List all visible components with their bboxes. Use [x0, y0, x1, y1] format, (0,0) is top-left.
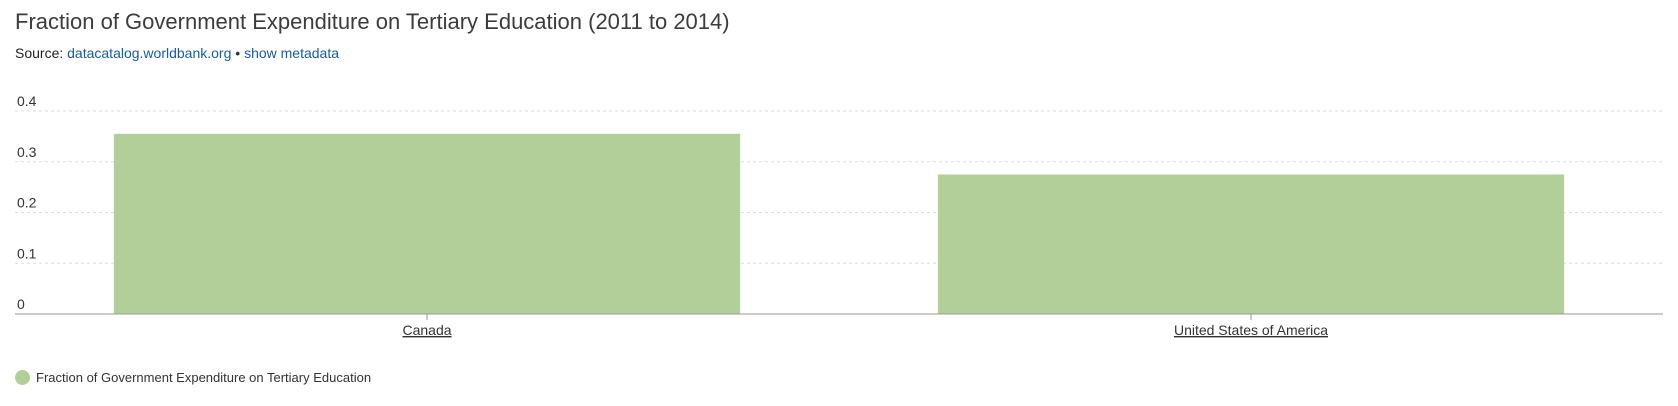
legend-label: Fraction of Government Expenditure on Te…	[36, 370, 372, 385]
x-category-label[interactable]: United States of America	[1174, 322, 1328, 338]
y-tick-label: 0.2	[17, 195, 37, 211]
separator: •	[235, 45, 241, 61]
chart-title: Fraction of Government Expenditure on Te…	[15, 9, 730, 34]
y-tick-label: 0	[17, 296, 25, 312]
x-category-label[interactable]: Canada	[402, 322, 451, 338]
bar	[113, 133, 741, 314]
legend-swatch	[15, 370, 30, 385]
source-line: Source: datacatalog.worldbank.org • show…	[15, 45, 339, 61]
source-prefix: Source:	[15, 45, 64, 61]
y-tick-label: 0.3	[17, 144, 37, 160]
legend: Fraction of Government Expenditure on Te…	[15, 370, 371, 385]
show-metadata-link[interactable]: show metadata	[244, 45, 340, 61]
source-link[interactable]: datacatalog.worldbank.org	[67, 45, 232, 61]
y-tick-label: 0.1	[17, 245, 37, 261]
y-tick-label: 0.4	[17, 93, 37, 109]
bar	[937, 174, 1565, 314]
